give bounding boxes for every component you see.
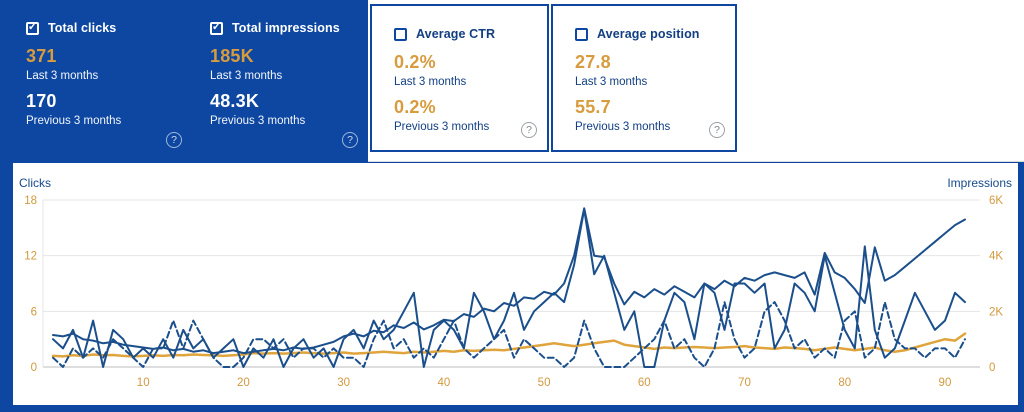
primary-caption: Last 3 months <box>575 76 648 88</box>
primary-caption: Last 3 months <box>26 70 99 82</box>
series-impressions-previous-3-months <box>51 332 967 358</box>
primary-value: 0.2% <box>394 52 436 72</box>
x-axis-tick: 90 <box>939 377 952 389</box>
x-axis-tick: 80 <box>838 377 851 389</box>
check-icon: ✓ <box>211 21 222 33</box>
x-axis-tick: 10 <box>137 377 150 389</box>
secondary-value: 55.7 <box>575 97 611 117</box>
chart-panel: 0 0 6 2K 12 4K 18 6K 10 20 30 40 50 60 70 80 90 Clicks Imp… <box>13 163 1018 405</box>
right-axis-tick: 2K <box>989 306 1003 318</box>
x-axis-tick: 50 <box>538 377 551 389</box>
left-axis-tick: 0 <box>31 362 37 374</box>
secondary-value: 48.3K <box>210 91 260 111</box>
primary-caption: Last 3 months <box>394 76 467 88</box>
card-label: Average position <box>597 27 700 41</box>
help-icon[interactable]: ? <box>521 122 537 138</box>
left-axis-tick: 6 <box>31 306 37 318</box>
secondary-caption: Previous 3 months <box>394 121 490 133</box>
card-average-position[interactable]: ✓ Average position 27.8 Last 3 months 55… <box>551 4 737 152</box>
left-axis-tick: 18 <box>24 195 37 207</box>
card-label: Total clicks <box>48 21 117 35</box>
checkbox-average-position[interactable]: ✓ <box>575 27 588 41</box>
x-axis-tick: 40 <box>437 377 450 389</box>
primary-caption: Last 3 months <box>210 70 283 82</box>
secondary-caption: Previous 3 months <box>210 115 306 127</box>
card-total-clicks[interactable]: ✓ Total clicks 371 Last 3 months 170 Pre… <box>26 0 192 162</box>
right-axis-tick: 4K <box>989 251 1003 263</box>
checkbox-total-impressions[interactable]: ✓ <box>210 21 223 35</box>
left-axis-tick: 12 <box>24 251 37 263</box>
primary-value: 371 <box>26 46 57 66</box>
card-label: Average CTR <box>416 27 496 41</box>
left-axis-title: Clicks <box>19 176 51 190</box>
card-average-ctr[interactable]: ✓ Average CTR 0.2% Last 3 months 0.2% Pr… <box>370 4 549 152</box>
series-clicks-previous-3-months <box>52 301 966 368</box>
x-axis-tick: 60 <box>638 377 651 389</box>
secondary-value: 0.2% <box>394 97 436 117</box>
x-axis-tick: 30 <box>337 377 350 389</box>
help-icon[interactable]: ? <box>342 132 358 148</box>
right-axis-tick: 6K <box>989 195 1003 207</box>
x-axis-tick: 20 <box>237 377 250 389</box>
metrics-bar: ✓ Total clicks 371 Last 3 months 170 Pre… <box>0 0 1024 162</box>
primary-value: 185K <box>210 46 254 66</box>
secondary-caption: Previous 3 months <box>575 121 671 133</box>
primary-value: 27.8 <box>575 52 611 72</box>
series-clicks-last-3-months <box>52 208 966 368</box>
card-total-impressions[interactable]: ✓ Total impressions 185K Last 3 months 4… <box>210 0 368 162</box>
performance-chart[interactable]: 0 0 6 2K 12 4K 18 6K 10 20 30 40 50 60 70 80 90 Clicks Imp… <box>13 163 1018 405</box>
right-axis-tick: 0 <box>989 362 995 374</box>
help-icon[interactable]: ? <box>166 132 182 148</box>
x-axis-tick: 70 <box>738 377 751 389</box>
checkbox-average-ctr[interactable]: ✓ <box>394 27 407 41</box>
selected-metrics-panel <box>0 0 368 162</box>
secondary-caption: Previous 3 months <box>26 115 122 127</box>
checkbox-total-clicks[interactable]: ✓ <box>26 21 39 35</box>
card-label: Total impressions <box>232 21 340 35</box>
right-axis-title: Impressions <box>947 176 1012 190</box>
help-icon[interactable]: ? <box>709 122 725 138</box>
secondary-value: 170 <box>26 91 57 111</box>
check-icon: ✓ <box>27 21 38 33</box>
